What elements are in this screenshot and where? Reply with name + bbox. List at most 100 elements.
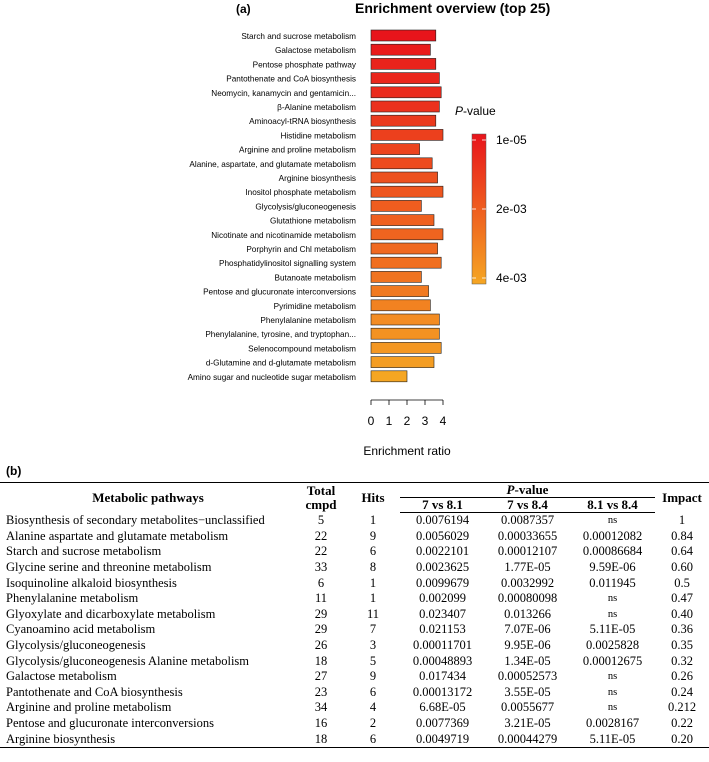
category-label: Inositol phosphate metabolism [245,188,356,197]
category-label: Pantothenate and CoA biosynthesis [226,75,356,84]
x-tick-label: 0 [368,414,375,428]
pvalue-7vs84-cell: 0.00044279 [485,731,570,748]
category-label: d-Glutamine and d-glutamate metabolism [206,359,356,368]
total-cmpd-cell: 5 [317,513,325,528]
pvalue-7vs84-cell: 0.0055677 [500,700,555,715]
table-row: Phenylalanine metabolism 11 1 0.002099 0.000… [0,591,709,607]
impact-cell: 1 [678,513,686,528]
total-cmpd-cell: 18 [296,731,346,748]
bar [370,271,422,283]
category-label: Aminoacyl-tRNA biosynthesis [249,117,356,126]
bar [370,171,438,184]
pvalue-7vs84-cell: 0.0032992 [500,575,555,590]
pathway-name-cell: Pantothenate and CoA biosynthesis [6,684,183,699]
pvalue-7vs84-cell: 3.55E-05 [504,684,551,699]
bar [370,313,440,326]
table-row: Glycolysis/gluconeogenesis Alanine metab… [0,653,709,669]
category-label: Glycolysis/gluconeogenesis [255,202,356,211]
pvalue-7vs81-cell: 6.68E-05 [419,700,466,715]
hits-cell: 6 [346,731,400,748]
table-row: Glycine serine and threonine metabolism 3… [0,560,709,576]
header-pvalue: P-value [400,482,655,498]
category-label: Pentose phosphate pathway [253,60,357,69]
header-impact: Impact [655,482,709,513]
table-row: Glycolysis/gluconeogenesis 26 3 0.00011701 9… [0,638,709,654]
pvalue-7vs81-cell: 0.0049719 [400,731,485,748]
pvalue-7vs84-cell: 3.21E-05 [504,716,551,731]
pvalue-81vs84-cell: ns [607,671,618,683]
bar [370,129,444,141]
category-label: Arginine and proline metabolism [239,146,356,155]
category-label: Neomycin, kanamycin and gentamicin... [211,89,356,98]
pvalue-7vs81-cell: 0.002099 [419,591,466,606]
category-label: Galactose metabolism [275,46,356,55]
pvalue-7vs84-cell: 0.0087357 [500,513,555,528]
pvalue-81vs84-cell: 0.00086684 [582,544,643,559]
header-81vs84: 8.1 vs 8.4 [570,497,655,513]
hits-cell: 3 [369,638,377,653]
legend-tick-label: 4e-03 [496,271,527,285]
table-row: Cyanoamino acid metabolism 29 7 0.021153 7.0… [0,622,709,638]
category-label: Alanine, aspartate, and glutamate metabo… [189,160,356,169]
table-row: Arginine biosynthesis 18 6 0.0049719 0.00044… [0,731,709,748]
category-label: Arginine biosynthesis [279,174,356,183]
x-tick-label: 1 [386,414,393,428]
pvalue-81vs84-cell: 0.00012082 [582,528,643,543]
pvalue-7vs81-cell: 0.023407 [419,606,466,621]
total-cmpd-cell: 29 [314,606,328,621]
pvalue-81vs84-cell: 5.11E-05 [589,622,636,637]
total-cmpd-cell: 23 [314,684,328,699]
hits-cell: 6 [369,544,377,559]
pvalue-7vs81-cell: 0.0076194 [415,513,470,528]
bar [370,114,437,127]
pathway-name-cell: Pentose and glucuronate interconversions [6,716,214,731]
category-label: Phenylalanine, tyrosine, and tryptophan.… [205,330,356,339]
enrichment-chart: (a) Enrichment overview (top 25) Starch … [188,0,551,458]
pvalue-7vs84-cell: 0.00012107 [497,544,558,559]
total-cmpd-cell: 34 [314,700,328,715]
header-total: Total cmpd [296,482,346,513]
hits-cell: 6 [369,684,377,699]
bar [370,356,435,368]
pvalue-81vs84-cell: 0.011945 [589,575,636,590]
legend-tick-label: 1e-05 [496,133,527,147]
pvalue-7vs84-cell: 0.00052573 [497,669,558,684]
bar [370,143,420,155]
pathway-name-cell: Phenylalanine metabolism [6,591,139,606]
bar [370,185,444,198]
impact-cell: 0.22 [671,716,693,731]
pathway-name-cell: Glycolysis/gluconeogenesis [6,638,146,653]
pathway-name-cell: Biosynthesis of secondary metabolites−un… [6,513,265,528]
pvalue-7vs81-cell: 0.021153 [419,622,466,637]
total-cmpd-cell: 29 [314,622,328,637]
impact-cell: 0.64 [671,544,693,559]
category-label: Starch and sucrose metabolism [241,32,356,41]
total-cmpd-cell: 18 [314,653,328,668]
bar [370,29,437,42]
pathway-name-cell: Starch and sucrose metabolism [6,544,162,559]
pvalue-81vs84-cell: ns [607,686,618,698]
pathway-name-cell: Cyanoamino acid metabolism [6,622,156,637]
hits-cell: 11 [366,606,380,621]
pvalue-7vs81-cell: 0.00011701 [413,638,472,653]
pathway-name-cell: Arginine and proline metabolism [6,700,172,715]
hits-cell: 9 [369,528,377,543]
pathway-name-cell: Arginine biosynthesis [0,731,296,748]
x-axis-label: Enrichment ratio [363,444,451,458]
category-label: Pyrimidine metabolism [274,302,357,311]
pvalue-81vs84-cell: 9.59E-06 [589,560,636,575]
pvalue-81vs84-cell: ns [607,593,618,605]
bar [370,58,437,70]
pvalue-81vs84-cell: ns [607,515,618,527]
table-row: Starch and sucrose metabolism 22 6 0.002210… [0,544,709,560]
impact-cell: 0.32 [671,653,693,668]
bar [370,242,438,255]
total-cmpd-cell: 6 [317,575,325,590]
hits-cell: 7 [369,622,377,637]
pathway-name-cell: Glycolysis/gluconeogenesis Alanine metab… [6,653,250,668]
hits-cell: 4 [369,700,377,715]
bar [370,157,433,170]
bar [370,86,442,99]
table-row: Isoquinoline alkaloid biosynthesis 6 1 0.00… [0,575,709,591]
x-tick-label: 4 [440,414,447,428]
